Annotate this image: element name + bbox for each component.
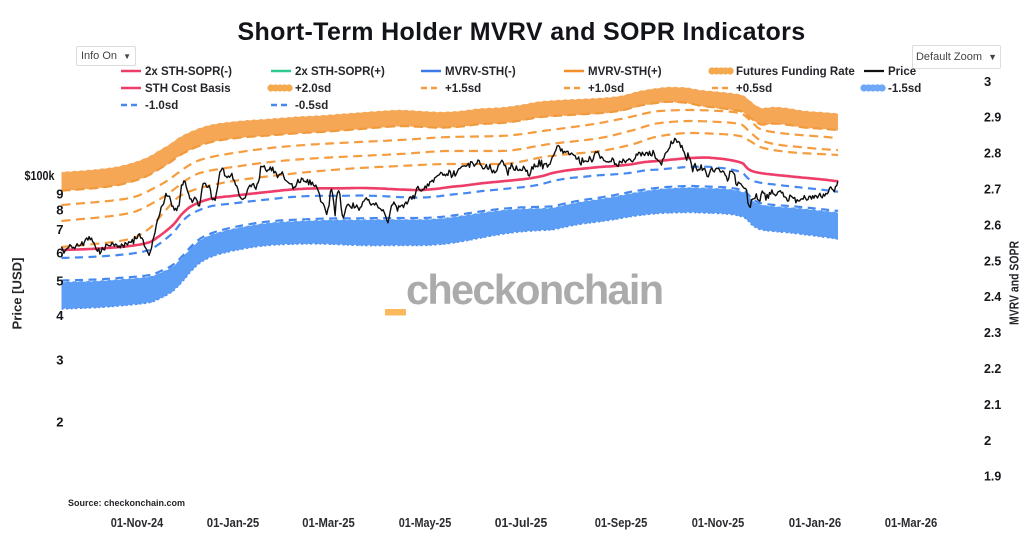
svg-text:MVRV-STH(+): MVRV-STH(+) <box>588 66 662 78</box>
svg-text:checkonchain: checkonchain <box>406 266 662 313</box>
svg-text:2.1: 2.1 <box>984 397 1001 412</box>
svg-text:MVRV and SOPR: MVRV and SOPR <box>1007 241 1022 325</box>
svg-text:2.2: 2.2 <box>984 361 1001 376</box>
svg-text:STH Cost Basis: STH Cost Basis <box>145 83 231 95</box>
svg-text:2.9: 2.9 <box>984 110 1001 125</box>
svg-text:8: 8 <box>56 202 63 217</box>
svg-text:+0.5sd: +0.5sd <box>736 83 772 95</box>
svg-text:1.9: 1.9 <box>984 469 1001 484</box>
svg-text:2.5: 2.5 <box>984 253 1001 268</box>
svg-text:5: 5 <box>56 274 63 289</box>
svg-text:01-Mar-26: 01-Mar-26 <box>885 516 938 530</box>
svg-text:3: 3 <box>56 353 63 368</box>
svg-text:01-Jan-26: 01-Jan-26 <box>789 516 842 530</box>
svg-text:7: 7 <box>56 222 63 237</box>
svg-text:2x STH-SOPR(+): 2x STH-SOPR(+) <box>295 66 385 78</box>
svg-text:-1.5sd: -1.5sd <box>888 83 921 95</box>
svg-text:2.8: 2.8 <box>984 146 1001 161</box>
svg-text:+1.5sd: +1.5sd <box>445 83 481 95</box>
svg-text:2x STH-SOPR(-): 2x STH-SOPR(-) <box>145 66 232 78</box>
svg-text:2.6: 2.6 <box>984 217 1001 232</box>
svg-text:2.4: 2.4 <box>984 289 1002 304</box>
svg-text:+2.0sd: +2.0sd <box>295 83 331 95</box>
svg-text:+1.0sd: +1.0sd <box>588 83 624 95</box>
svg-text:01-Mar-25: 01-Mar-25 <box>302 516 355 530</box>
svg-text:Price: Price <box>888 66 916 78</box>
svg-text:01-Nov-24: 01-Nov-24 <box>111 516 164 530</box>
svg-text:MVRV-STH(-): MVRV-STH(-) <box>445 66 516 78</box>
svg-text:9: 9 <box>56 187 63 202</box>
svg-text:3: 3 <box>984 74 991 89</box>
svg-text:-1.0sd: -1.0sd <box>145 100 178 112</box>
svg-text:Futures Funding Rate: Futures Funding Rate <box>736 66 855 78</box>
svg-text:2: 2 <box>984 433 991 448</box>
svg-text:6: 6 <box>56 246 63 261</box>
svg-text:4: 4 <box>56 308 64 323</box>
svg-text:01-Sep-25: 01-Sep-25 <box>595 516 648 530</box>
svg-text:01-May-25: 01-May-25 <box>399 516 452 530</box>
svg-text:01-Nov-25: 01-Nov-25 <box>692 516 745 530</box>
svg-text:2.3: 2.3 <box>984 325 1001 340</box>
svg-text:Source: checkonchain.com: Source: checkonchain.com <box>68 498 185 508</box>
svg-text:Price [USD]: Price [USD] <box>10 258 25 330</box>
svg-text:01-Jul-25: 01-Jul-25 <box>495 516 548 530</box>
svg-text:$100k: $100k <box>25 169 55 183</box>
svg-text:2: 2 <box>56 415 63 430</box>
svg-text:-0.5sd: -0.5sd <box>295 100 328 112</box>
svg-text:01-Jan-25: 01-Jan-25 <box>207 516 260 530</box>
svg-text:2.7: 2.7 <box>984 182 1001 197</box>
